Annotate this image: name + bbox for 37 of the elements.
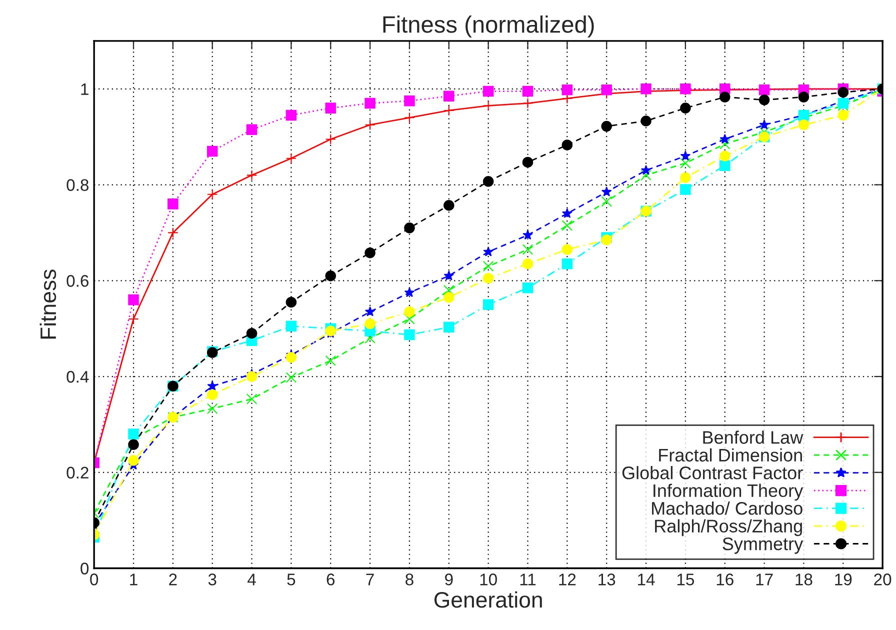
x-tick-label: 2	[169, 574, 177, 586]
legend-label: Information Theory	[654, 484, 804, 501]
x-tick-label: 4	[248, 574, 256, 586]
legend-label: Ralph/Ross/Zhang	[655, 519, 802, 536]
x-tick-label: 0	[90, 574, 98, 586]
y-tick-label: 0.8	[66, 179, 88, 191]
y-tick-label: 0	[80, 562, 89, 574]
x-tick-label: 14	[638, 574, 655, 586]
y-tick-label: 0.4	[66, 370, 89, 383]
x-tick-label: 10	[480, 574, 497, 586]
legend-label: Symmetry	[722, 537, 804, 554]
legend-label: Benford Law	[703, 430, 804, 444]
x-tick-label: 11	[520, 574, 536, 586]
y-tick-label: 0.6	[66, 275, 88, 287]
x-tick-label: 8	[406, 574, 414, 586]
x-tick-label: 6	[326, 574, 335, 586]
x-tick-label: 15	[677, 574, 694, 586]
x-tick-label: 20	[874, 574, 892, 586]
legend-label: Fractal Dimension	[659, 448, 802, 462]
x-tick-label: 13	[598, 574, 616, 586]
x-tick-label: 9	[445, 574, 453, 586]
x-tick-label: 5	[287, 574, 296, 586]
x-tick-label: 12	[559, 574, 576, 586]
x-tick-label: 7	[366, 574, 374, 586]
x-tick-label: 16	[716, 574, 734, 586]
x-axis-title: Generation	[434, 591, 542, 608]
y-axis-title: Fitness	[40, 270, 56, 339]
x-tick-label: 18	[796, 574, 812, 586]
y-tick-label: 1	[81, 83, 88, 95]
chart-title: Fitness (normalized)	[383, 16, 594, 38]
x-tick-label: 1	[130, 574, 138, 586]
legend-label: Machado/ Cardoso	[652, 502, 802, 515]
legend-label: Global Contrast Factor	[622, 466, 803, 480]
x-tick-label: 3	[208, 574, 216, 586]
x-tick-label: 19	[835, 574, 852, 586]
y-tick-label: 0.2	[66, 466, 88, 479]
x-tick-label: 17	[756, 574, 773, 586]
